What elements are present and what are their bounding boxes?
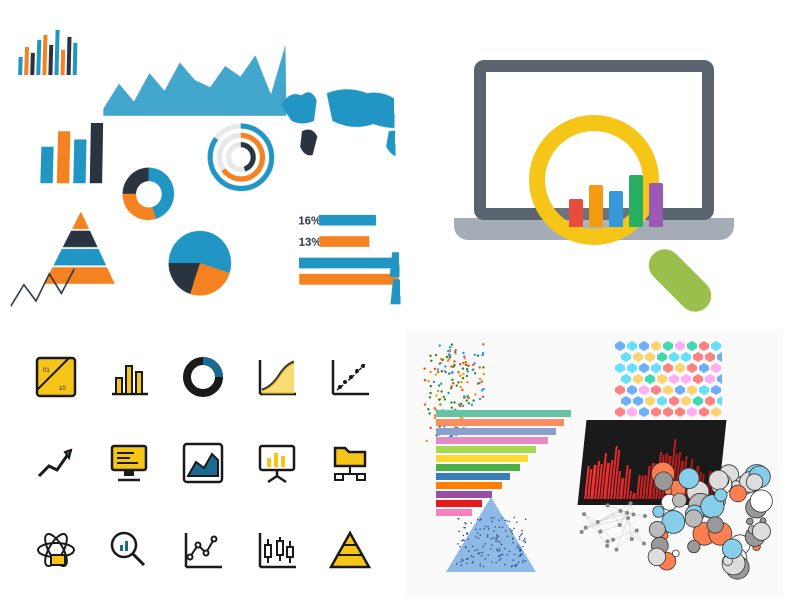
percent-label: 16% — [298, 215, 321, 228]
magnifying-glass — [529, 115, 684, 270]
chart-icons-panel: 01 10 — [15, 330, 391, 597]
candlestick-icon — [244, 511, 310, 589]
infographic-collage-panel: 16%13%42%41%92%72% — [5, 15, 402, 328]
network-graph — [556, 492, 656, 562]
progress-bar — [299, 274, 399, 285]
area-chart — [103, 35, 286, 116]
percent-label: 13% — [299, 236, 322, 249]
hex-map — [612, 338, 722, 428]
bar-chart-icon — [97, 338, 163, 416]
svg-text:10: 10 — [59, 386, 66, 392]
line-chart — [10, 263, 74, 312]
monitor-data-icon — [97, 424, 163, 502]
progress-bar — [299, 258, 398, 269]
world-map — [271, 75, 402, 167]
scatter-s-icon — [317, 338, 383, 416]
area-chart-icon — [170, 424, 236, 502]
laptop-magnifier-panel — [406, 15, 782, 315]
mini-bar-chart — [18, 25, 78, 75]
progress-bar — [319, 236, 369, 247]
pyramid-icon — [317, 511, 383, 589]
big-percent-label: 72% — [390, 279, 401, 304]
donut-chart-icon — [170, 338, 236, 416]
progress-bar — [319, 215, 376, 226]
atom-data-icon — [23, 511, 89, 589]
donut-chart — [122, 168, 174, 221]
triangle-density — [436, 487, 546, 577]
vertical-bars — [40, 121, 103, 183]
magnified-bar-chart — [569, 169, 663, 227]
svg-text:01: 01 — [43, 368, 50, 374]
magnifier-handle — [642, 243, 718, 315]
big-percent-label: 92% — [390, 252, 402, 277]
growth-chart-icon — [244, 338, 310, 416]
folder-tree-icon — [317, 424, 383, 502]
laptop-graphic — [454, 60, 734, 270]
magnifier-ring — [529, 115, 659, 245]
pie-chart — [168, 231, 231, 296]
trend-up-icon — [23, 424, 89, 502]
circle-pack — [644, 462, 774, 582]
visualization-collage-panel — [406, 330, 782, 597]
search-data-icon — [97, 511, 163, 589]
radial-rings — [205, 121, 277, 194]
line-points-icon — [170, 511, 236, 589]
data-matrix-icon: 01 10 — [23, 338, 89, 416]
presentation-icon — [244, 424, 310, 502]
